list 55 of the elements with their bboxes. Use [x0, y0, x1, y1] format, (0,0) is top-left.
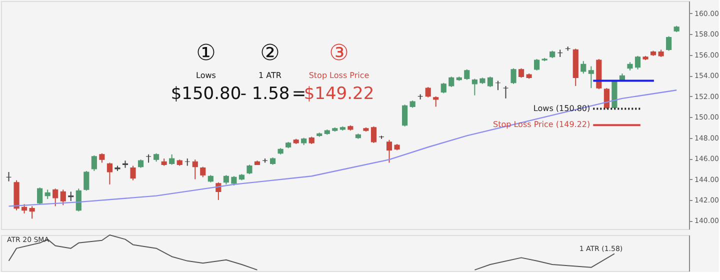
- candlestick: [99, 152, 105, 164]
- annotation: ②: [260, 41, 280, 66]
- candlestick: [580, 60, 586, 74]
- candlestick: [604, 88, 610, 110]
- candlestick: [29, 206, 35, 220]
- annotation: $150.80: [170, 84, 242, 104]
- candlestick: [44, 189, 50, 200]
- candlestick: [184, 158, 190, 166]
- candlestick: [223, 174, 229, 185]
- candlestick: [440, 82, 446, 94]
- candlestick: [510, 68, 516, 84]
- candlestick: [487, 76, 493, 88]
- candlestick: [425, 86, 431, 98]
- candlestick: [76, 188, 82, 212]
- candlestick: [666, 36, 672, 52]
- annotation: ③: [329, 41, 349, 66]
- candlestick: [464, 68, 470, 80]
- candlestick: [68, 191, 74, 202]
- candlestick: [60, 189, 66, 206]
- candlestick: [91, 154, 97, 172]
- annotation: =: [292, 84, 306, 104]
- candlestick: [200, 166, 206, 178]
- candlestick: [495, 80, 501, 91]
- candlestick: [386, 139, 392, 164]
- candlestick: [6, 172, 12, 182]
- candlestick: [37, 187, 43, 205]
- candlestick: [22, 204, 28, 214]
- candlestick: [169, 154, 175, 166]
- annotation: $149.22: [304, 84, 374, 104]
- annotation: - 1.58: [240, 84, 290, 104]
- ref-line-label: Lows (150.80): [533, 104, 590, 113]
- candlestick: [433, 96, 439, 108]
- candlestick: [370, 126, 377, 144]
- candlestick: [52, 188, 58, 207]
- candlestick: [634, 55, 641, 70]
- candlestick: [588, 66, 594, 89]
- annotation: Stop Loss Price: [308, 71, 370, 80]
- candlestick: [518, 68, 524, 78]
- candlestick: [231, 176, 237, 186]
- candlestick: [246, 164, 252, 175]
- candlestick: [534, 58, 540, 71]
- annotation: 1 ATR: [258, 71, 282, 80]
- candlestick: [130, 165, 136, 181]
- candlestick: [84, 170, 90, 192]
- candlestick: [106, 162, 112, 185]
- annotation: Lows: [196, 71, 216, 80]
- ref-line-label: Stop Loss Price (149.22): [493, 120, 590, 130]
- candlestick: [557, 49, 563, 58]
- candlestick: [192, 159, 198, 180]
- candlestick: [472, 78, 478, 96]
- candlestick: [448, 76, 454, 88]
- candlestick: [402, 104, 408, 127]
- annotation: ①: [196, 41, 216, 66]
- candlestick: [378, 135, 384, 140]
- candlestick: [502, 85, 509, 99]
